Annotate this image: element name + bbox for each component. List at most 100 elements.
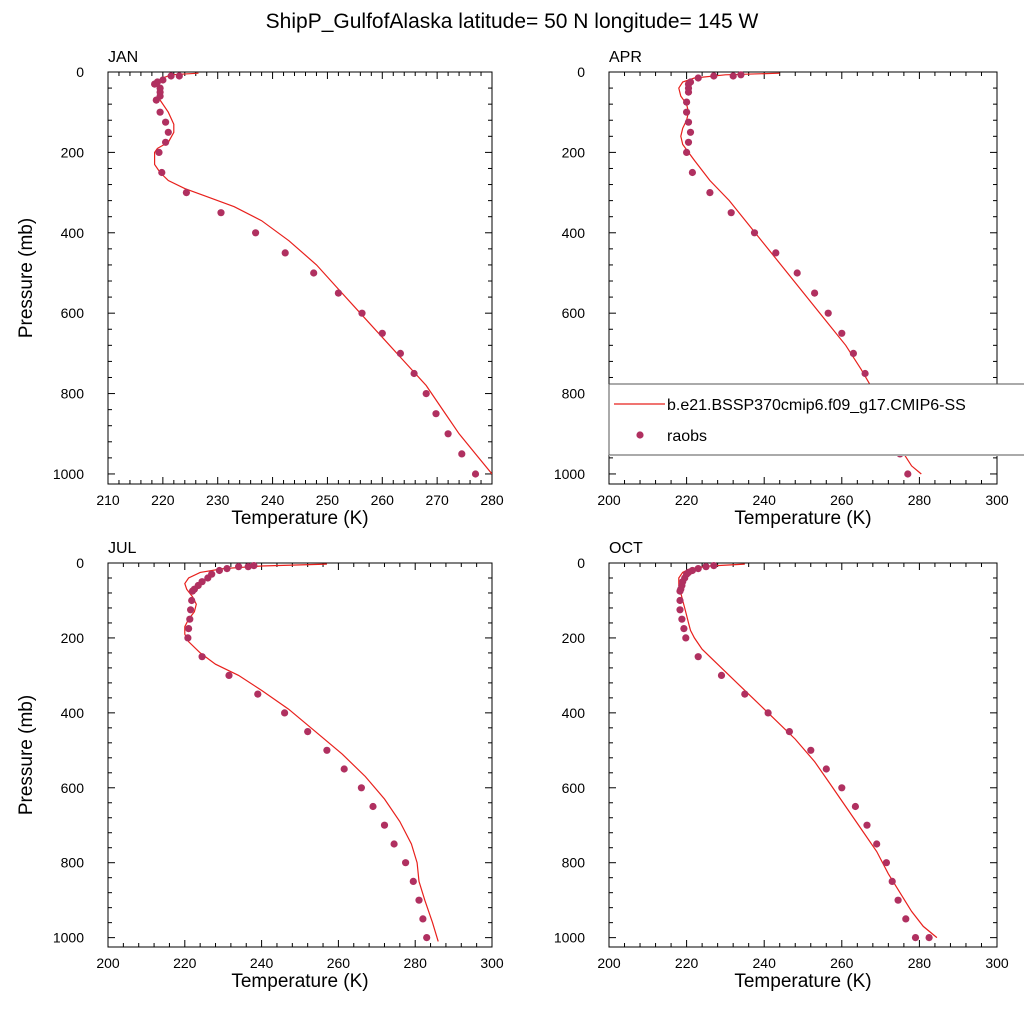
obs-point [304,728,312,736]
obs-point [851,802,860,811]
y-tick-label: 600 [61,305,85,321]
legend-label-model: b.e21.BSSP370cmip6.f09_g17.CMIP6-SS [667,397,966,414]
obs-point [676,606,684,614]
obs-point [158,168,166,177]
x-tick-label: 300 [985,955,1009,971]
obs-point [737,71,745,79]
panel-title: JAN [108,49,138,66]
obs-point [904,470,912,478]
y-tick-label: 600 [562,305,586,321]
obs-point [323,746,331,754]
panel-apr: APR 200 220 240 260 280 300 0 200 400 600 800 1000 Te… [554,49,1009,529]
obs-point [340,765,348,773]
obs-point [702,563,710,571]
panel-jul: JUL 200 220 240 260 280 300 0 200 400 600 800 1000 Te… [16,540,504,992]
obs-point [162,118,170,126]
obs-point [694,565,702,573]
obs-point [838,329,846,337]
x-tick-label: 240 [250,955,274,971]
x-tick-label: 260 [830,492,854,508]
x-tick-label: 220 [151,492,175,508]
panels: JAN 210 220 230 240 250 260 270 280 0 200 400 600 800… [16,49,1009,992]
obs-point [390,840,398,848]
obs-point [676,596,684,605]
y-tick-label: 1000 [554,930,585,946]
obs-point [750,229,759,237]
panel-oct: OCT 200 220 240 260 280 300 0 200 400 600 800 1000 Te… [554,540,1009,992]
obs-point [861,369,869,378]
y-tick-label: 0 [76,64,84,80]
obs-point [706,189,714,197]
obs-point [415,896,423,904]
obs-point [198,653,206,661]
panel-title: OCT [609,540,643,557]
obs-point [225,671,233,680]
x-tick-label: 270 [425,492,449,508]
obs-point [281,709,289,717]
obs-point [217,209,225,217]
y-tick-label: 600 [61,780,85,796]
obs-point [694,74,702,82]
obs-point [156,108,164,116]
obs-point [175,72,183,80]
obs-point [185,625,193,633]
y-axis-label: Pressure (mb) [16,218,37,338]
x-axis-label: Temperature (K) [734,971,871,992]
obs-point [215,566,223,575]
y-tick-label: 1000 [53,930,84,946]
obs-point [254,690,262,698]
obs-point [281,249,289,257]
x-tick-label: 280 [908,955,932,971]
obs-point [410,369,418,378]
y-tick-label: 600 [562,780,586,796]
x-tick-label: 240 [261,492,285,508]
obs-point [807,746,815,754]
x-tick-label: 280 [908,492,932,508]
model-series-line [678,563,938,939]
obs-point [358,309,366,317]
y-tick-label: 800 [61,386,85,402]
obs-point [184,634,192,642]
plot-frame [608,71,998,485]
obs-point [151,80,159,88]
y-axis-label: Pressure (mb) [16,695,37,815]
x-tick-label: 210 [96,492,120,508]
obs-point [182,189,190,197]
x-tick-label: 240 [753,955,777,971]
obs-point [369,802,377,811]
obs-point [676,587,684,595]
obs-point [471,470,480,478]
y-tick-label: 200 [61,144,85,160]
plot-frame [107,71,493,485]
x-tick-label: 220 [675,955,699,971]
obs-point [167,72,175,80]
y-tick-label: 0 [76,555,84,571]
obs-point [811,289,819,297]
obs-point [683,108,691,116]
y-tick-label: 200 [61,630,85,646]
x-tick-label: 200 [96,955,120,971]
obs-point [863,821,871,829]
y-tick-label: 200 [562,630,586,646]
obs-point [378,329,386,337]
obs-point [684,138,693,146]
panel-title: APR [609,49,642,66]
x-axis-label: Temperature (K) [734,508,871,529]
x-tick-label: 220 [675,492,699,508]
y-tick-label: 1000 [53,466,84,482]
obs-point [793,269,801,277]
legend-marker-swatch [636,431,644,439]
x-tick-label: 240 [753,492,777,508]
obs-point [911,934,920,942]
obs-point [772,249,780,257]
obs-point [717,671,726,680]
y-tick-label: 0 [577,64,585,80]
obs-point [409,877,417,886]
x-tick-label: 220 [173,955,197,971]
obs-point [155,148,163,156]
obs-point [682,634,690,642]
obs-point [764,709,772,717]
obs-point [164,128,172,136]
y-tick-label: 400 [562,705,586,721]
